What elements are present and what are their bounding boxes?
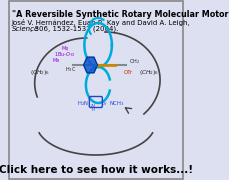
Text: , 306, 1532-1537 (2004).: , 306, 1532-1537 (2004). xyxy=(30,26,118,32)
Text: Me: Me xyxy=(52,57,60,62)
Text: 1Bu-$\dot{O}$-o: 1Bu-$\dot{O}$-o xyxy=(54,49,75,59)
Polygon shape xyxy=(83,57,97,73)
Text: NCH$_3$: NCH$_3$ xyxy=(108,100,124,108)
Text: José V. Hernández, Euan R. Kay and David A. Leigh,: José V. Hernández, Euan R. Kay and David… xyxy=(12,19,190,26)
Text: H$_3$C: H$_3$C xyxy=(65,66,76,75)
Text: Me: Me xyxy=(61,46,69,51)
Text: CH$_2$: CH$_2$ xyxy=(128,58,139,66)
Text: $\overset{OH}{\quad}$: $\overset{OH}{\quad}$ xyxy=(101,100,107,107)
Text: Click here to see how it works...!: Click here to see how it works...! xyxy=(0,165,192,175)
Text: $(CH_2)_6$: $(CH_2)_6$ xyxy=(30,68,50,76)
Text: Science: Science xyxy=(12,26,39,32)
Text: $\underset{H}{N}$: $\underset{H}{N}$ xyxy=(90,102,96,114)
Text: $(CH_2)_6$: $(CH_2)_6$ xyxy=(139,68,159,76)
Text: H$_2$N: H$_2$N xyxy=(76,100,88,108)
Text: "A Reversible Synthetic Rotary Molecular Motor": "A Reversible Synthetic Rotary Molecular… xyxy=(12,10,229,19)
FancyBboxPatch shape xyxy=(9,1,182,179)
Text: OTr: OTr xyxy=(124,69,133,75)
